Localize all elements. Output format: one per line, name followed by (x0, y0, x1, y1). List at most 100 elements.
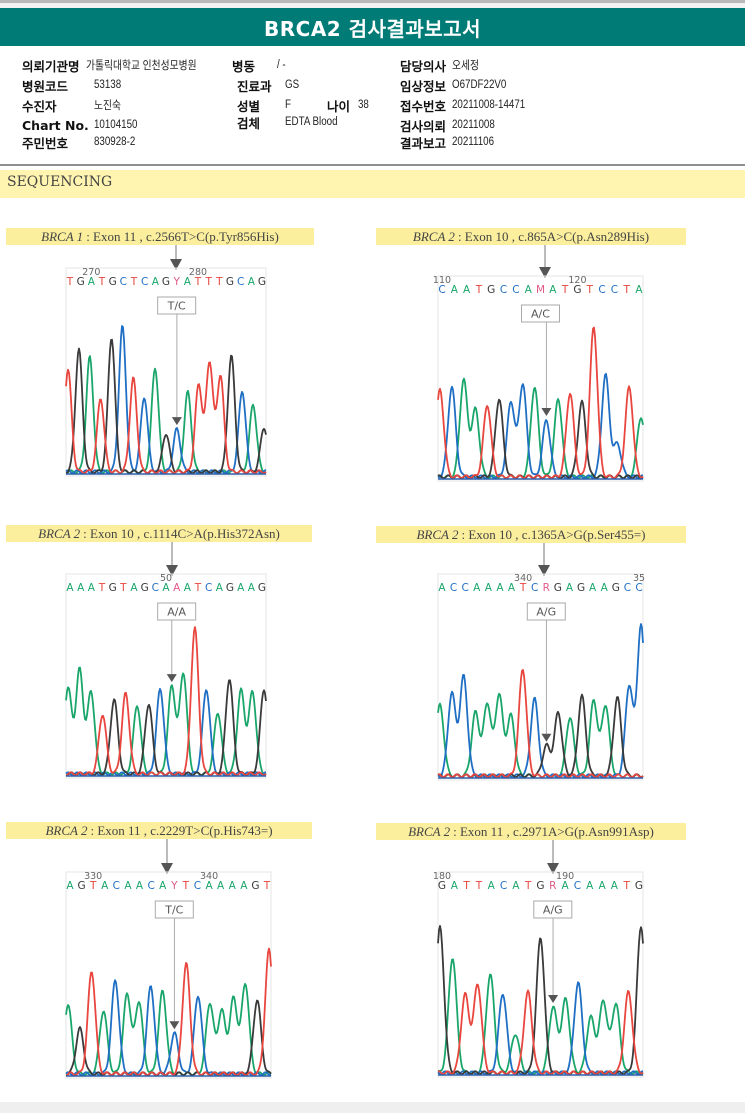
base-call: T (119, 582, 127, 594)
genotype-label: T/C (164, 904, 183, 917)
base-call: A (77, 582, 85, 594)
base-call: A (601, 582, 609, 594)
base-call: T (524, 880, 532, 892)
base-call: A (586, 880, 594, 892)
age-value: 38 (358, 99, 369, 111)
base-call: C (237, 276, 244, 288)
doctor-field: 담당의사 오세정 (400, 55, 484, 75)
base-call: A (159, 880, 167, 892)
base-call: A (485, 582, 493, 594)
base-call: T (204, 276, 212, 288)
report-header: BRCA2 검사결과보고서 (0, 8, 745, 46)
base-call: A (611, 880, 619, 892)
base-call: G (141, 582, 149, 594)
base-call: A (136, 880, 144, 892)
base-call: C (624, 582, 631, 594)
base-call: A (237, 582, 245, 594)
base-call: A (162, 582, 170, 594)
base-call: T (130, 276, 138, 288)
base-call: T (194, 276, 202, 288)
base-call: R (543, 582, 550, 594)
arrow-down-icon (170, 259, 182, 270)
base-call: T (475, 284, 483, 296)
base-call: T (519, 582, 527, 594)
top-gap (0, 3, 745, 8)
chart-no-field: Chart No. 10104150 (22, 115, 145, 135)
section-divider (0, 164, 745, 166)
base-call: C (512, 284, 519, 296)
base-call: T (89, 880, 97, 892)
base-call: C (120, 276, 127, 288)
hospital-code-label: 병원코드 (22, 78, 69, 94)
sequencing-section-header: SEQUENCING (0, 170, 745, 198)
base-call: C (462, 582, 469, 594)
base-call: Y (172, 276, 180, 288)
base-call: A (184, 582, 192, 594)
variant-description: : Exon 10 , c.1365A>G(p.Ser455=) (461, 526, 646, 542)
institution-field: 의뢰기관명 가톨릭대학교 인천성모병원 (22, 55, 216, 75)
department-field: 진료과 GS (237, 75, 302, 95)
base-call: C (438, 284, 445, 296)
doctor-label: 담당의사 (400, 58, 447, 74)
chromatogram-frame (437, 871, 644, 1078)
position-tick-label: 190 (556, 871, 574, 882)
position-tick-label: 35 (633, 573, 645, 584)
trace-A (65, 983, 272, 1077)
report-date-field: 결과보고 20211106 (400, 132, 501, 152)
base-call: A (598, 880, 606, 892)
institution-label: 의뢰기관명 (22, 58, 80, 74)
base-call: A (451, 284, 459, 296)
arrow-down-icon (538, 565, 550, 576)
request-date-value: 20211008 (452, 119, 495, 131)
clinical-info-value: O67DF22V0 (452, 79, 507, 91)
base-call: C (574, 880, 581, 892)
base-call: T (194, 582, 202, 594)
position-tick-label: 110 (433, 275, 451, 286)
base-call: T (263, 880, 271, 892)
arrow-down-icon (539, 267, 551, 278)
variant-label: BRCA 1: Exon 11 , c.2566T>C(p.Tyr856His) (6, 228, 314, 245)
variant-description: : Exon 10 , c.1114C>A(p.His372Asn) (83, 525, 280, 541)
resident-no-field: 주민번호 830928-2 (22, 132, 143, 152)
variant-arrow-icon (548, 995, 559, 1003)
base-call: C (450, 582, 457, 594)
department-label: 진료과 (237, 78, 272, 94)
chromatogram-frame (437, 275, 644, 482)
trace-C (437, 372, 644, 480)
age-label: 나이 (327, 98, 351, 114)
genotype-label: A/C (531, 308, 550, 321)
position-tick-label: 340 (514, 573, 532, 584)
base-call: A (229, 880, 237, 892)
position-tick-label: 330 (84, 871, 102, 882)
base-call: T (622, 880, 630, 892)
report-date-label: 결과보고 (400, 135, 447, 151)
trace-C (437, 623, 644, 779)
clinical-info-field: 임상정보 O67DF22V0 (400, 75, 516, 95)
hospital-code-value: 53138 (94, 79, 122, 91)
base-call: A (173, 582, 181, 594)
base-call: C (500, 284, 507, 296)
base-call: A (66, 880, 74, 892)
gene-name: BRCA 2 (412, 228, 455, 244)
arrow-down-icon (547, 863, 559, 874)
accession-label: 접수번호 (400, 98, 447, 114)
base-call: T (475, 880, 483, 892)
base-call: T (98, 582, 106, 594)
variant-label: BRCA 2: Exon 10 , c.1114C>A(p.His372Asn) (6, 525, 312, 542)
base-call: A (512, 880, 520, 892)
sex-value: F (285, 99, 291, 111)
base-call: A (101, 880, 109, 892)
base-call: A (216, 582, 224, 594)
base-call: G (258, 276, 266, 288)
specimen-value: EDTA Blood (285, 116, 338, 128)
trace-T (65, 361, 267, 475)
base-call: C (141, 276, 148, 288)
base-call: A (66, 582, 74, 594)
base-call: C (500, 880, 507, 892)
base-call: G (612, 582, 620, 594)
top-border (0, 0, 745, 3)
variant-label: BRCA 2: Exon 11 , c.2229T>C(p.His743=) (6, 822, 312, 839)
base-call: M (536, 284, 545, 296)
